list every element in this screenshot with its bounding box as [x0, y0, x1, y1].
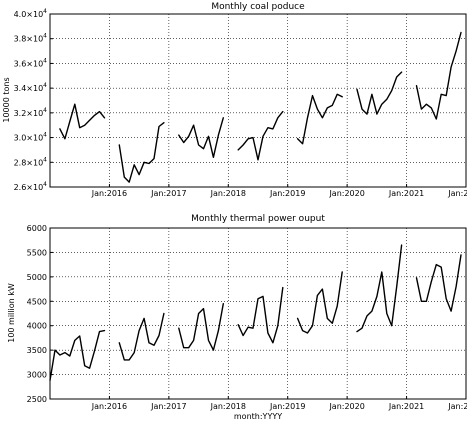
- coal-series-segment-2: [118, 121, 165, 183]
- thermal-series-segment-1: [49, 329, 106, 382]
- thermal-chart: Monthly thermal power ouput 100 million …: [7, 214, 467, 421]
- coal-xtick-label: Jan:2020: [328, 189, 364, 198]
- thermal-series-segment-2: [118, 312, 165, 361]
- thermal-series-segment-7: [415, 254, 462, 312]
- thermal-ytick-label: 5500: [27, 248, 47, 257]
- coal-series: [59, 31, 462, 183]
- thermal-xtick-label: Jan:2017: [150, 402, 186, 411]
- coal-ytick-label: 4.0×104: [14, 8, 48, 19]
- coal-xtick-label: Jan:2018: [210, 189, 246, 198]
- coal-ytick-label: 3.2×104: [14, 107, 48, 118]
- thermal-ytick-label: 6000: [27, 224, 47, 233]
- coal-xtick-label: Jan:2021: [388, 189, 424, 198]
- thermal-xtick-label: Jan:2020: [328, 402, 364, 411]
- coal-ytick-label: 3.4×104: [14, 82, 48, 93]
- coal-series-segment-5: [296, 93, 343, 145]
- coal-y-axis-label: 10000 tons: [2, 77, 11, 122]
- coal-plot-frame: [49, 13, 467, 188]
- thermal-ytick-label: 3500: [27, 346, 47, 355]
- coal-ytick-label: 3.6×104: [14, 57, 48, 68]
- thermal-ytick-label: 4000: [27, 322, 47, 331]
- coal-xtick-label: Jan:2017: [150, 189, 186, 198]
- thermal-ytick-label: 2500: [27, 395, 47, 404]
- thermal-series-segment-4: [237, 286, 284, 344]
- thermal-series: [49, 244, 462, 382]
- coal-ytick-label: 2.6×104: [14, 181, 48, 192]
- coal-ticks: Jan:2016 Jan:2017 Jan:2018 Jan:2019 Jan:2020…: [14, 8, 467, 198]
- thermal-plot-frame: [49, 227, 467, 400]
- coal-xtick-label: Jan:2022: [447, 189, 467, 198]
- thermal-xtick-label: Jan:2019: [269, 402, 305, 411]
- coal-ytick-label: 3.8×104: [14, 33, 48, 44]
- coal-series-segment-3: [178, 117, 225, 159]
- coal-ytick-label: 3.0×104: [14, 132, 48, 143]
- thermal-series-segment-5: [296, 271, 343, 334]
- coal-series-segment-7: [415, 31, 462, 120]
- thermal-x-axis-label: month:YYYY: [234, 412, 282, 421]
- thermal-gridlines: [50, 227, 467, 400]
- coal-series-segment-4: [237, 110, 284, 161]
- coal-xtick-label: Jan:2016: [91, 189, 127, 198]
- coal-series-segment-1: [59, 103, 106, 140]
- thermal-series-segment-6: [356, 244, 403, 333]
- thermal-ytick-label: 5000: [27, 273, 47, 282]
- coal-gridlines: [50, 13, 467, 188]
- thermal-series-segment-3: [178, 303, 225, 351]
- thermal-xtick-label: Jan:2018: [210, 402, 246, 411]
- coal-series-segment-6: [356, 71, 403, 115]
- thermal-ytick-label: 3000: [27, 371, 47, 380]
- thermal-xtick-label: Jan:2022: [447, 402, 467, 411]
- thermal-ticks: Jan:2016 Jan:2017 Jan:2018 Jan:2019 Jan:2020…: [27, 224, 467, 411]
- coal-xtick-label: Jan:2019: [269, 189, 305, 198]
- thermal-ytick-label: 4500: [27, 297, 47, 306]
- thermal-xtick-label: Jan:2016: [91, 402, 127, 411]
- thermal-xtick-label: Jan:2021: [388, 402, 424, 411]
- thermal-chart-title: Monthly thermal power ouput: [191, 214, 325, 224]
- thermal-y-axis-label: 100 million kW: [7, 283, 16, 343]
- coal-chart-title: Monthly coal poduce: [211, 2, 305, 12]
- coal-chart: Monthly coal poduce 10000 tons Jan:2016 J…: [2, 2, 467, 198]
- coal-ytick-label: 2.8×104: [14, 156, 48, 167]
